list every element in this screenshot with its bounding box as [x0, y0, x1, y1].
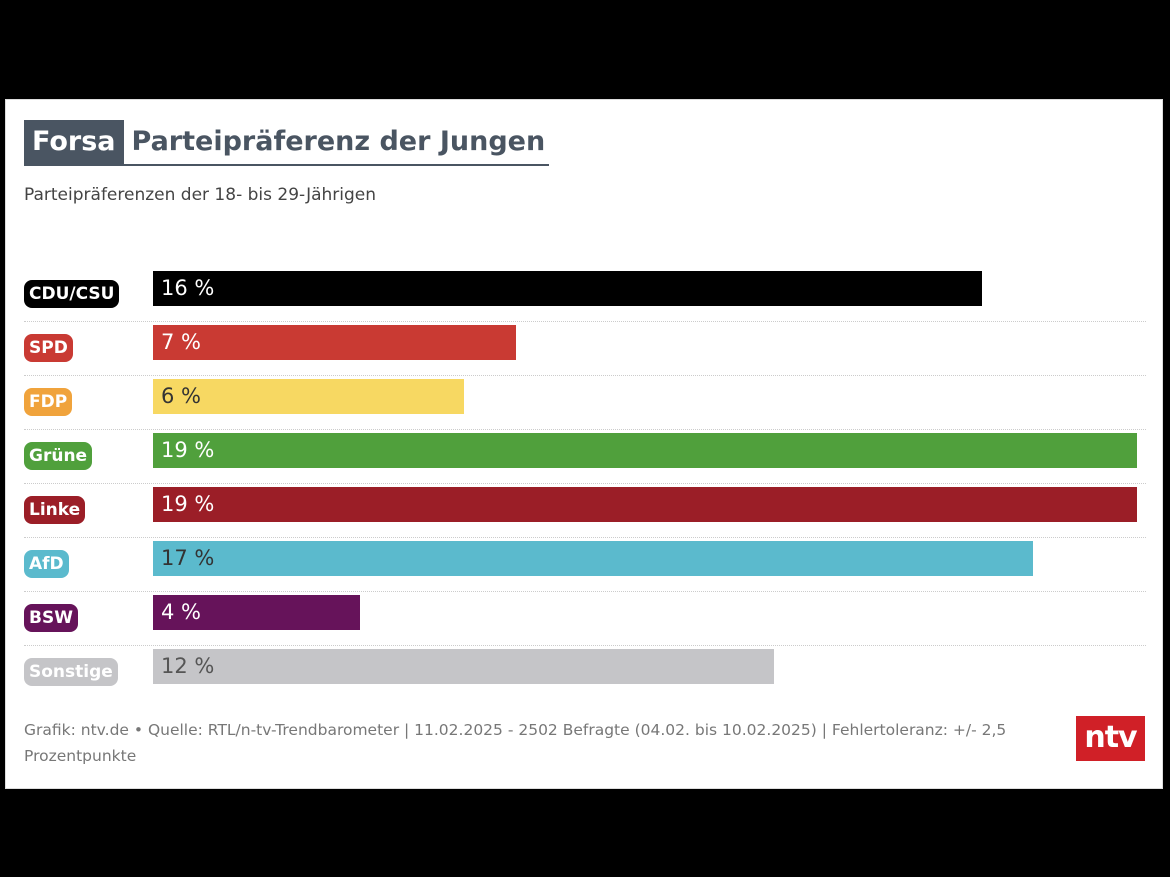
party-label: Grüne [24, 442, 93, 470]
bar: 19 % [153, 487, 1137, 522]
chart-card: Forsa Parteipräferenz der Jungen Parteip… [5, 99, 1163, 789]
bar-row: Grüne 19 % [24, 430, 1146, 484]
party-label: SPD [24, 334, 73, 362]
ntv-logo: ntv [1076, 716, 1145, 761]
subtitle: Parteipräferenzen der 18- bis 29-Jährige… [24, 185, 377, 205]
value-label: 16 % [161, 276, 215, 300]
value-label: 19 % [161, 438, 215, 462]
headline: Parteipräferenz der Jungen [131, 126, 546, 157]
party-label: Linke [24, 496, 86, 524]
party-label: FDP [24, 388, 73, 416]
party-label: BSW [24, 604, 78, 632]
party-label: Sonstige [24, 658, 118, 686]
value-label: 6 % [161, 384, 201, 408]
bar-row: AfD 17 % [24, 538, 1146, 592]
chart-title: Forsa Parteipräferenz der Jungen [24, 120, 550, 166]
party-label: AfD [24, 550, 69, 578]
bar: 17 % [153, 541, 1034, 576]
bar-row: BSW 4 % [24, 592, 1146, 646]
source-note: Grafik: ntv.de • Quelle: RTL/n-tv-Trendb… [24, 721, 1007, 765]
party-label: CDU/CSU [24, 280, 120, 308]
brand-label: Forsa [24, 120, 124, 164]
bar: 12 % [153, 649, 775, 684]
bar: 16 % [153, 271, 982, 306]
bar: 6 % [153, 379, 464, 414]
bar: 19 % [153, 433, 1137, 468]
value-label: 17 % [161, 546, 215, 570]
bar-row: CDU/CSU 16 % [24, 268, 1146, 322]
value-label: 12 % [161, 654, 215, 678]
value-label: 4 % [161, 600, 201, 624]
bar-row: Sonstige 12 % [24, 646, 1146, 700]
value-label: 19 % [161, 492, 215, 516]
bar-row: Linke 19 % [24, 484, 1146, 538]
bar: 4 % [153, 595, 361, 630]
bar-row: FDP 6 % [24, 376, 1146, 430]
value-label: 7 % [161, 330, 201, 354]
bar: 7 % [153, 325, 516, 360]
bar-row: SPD 7 % [24, 322, 1146, 376]
bar-chart: CDU/CSU 16 % SPD 7 % FDP 6 % Grüne 19 % Linke 19 … [24, 268, 1146, 700]
